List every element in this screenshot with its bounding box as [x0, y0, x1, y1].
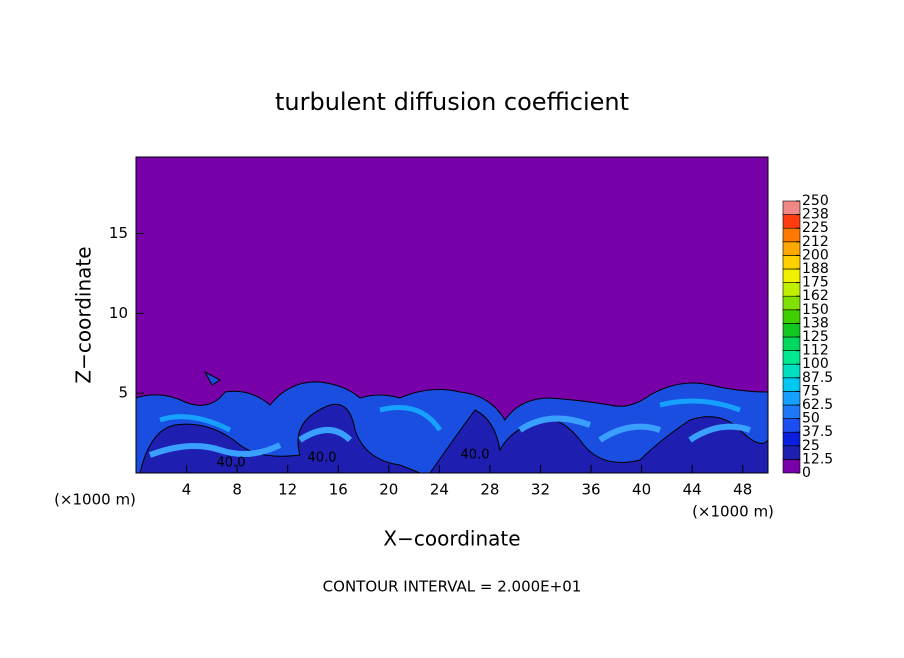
colorbar-label: 150: [802, 302, 829, 318]
x-tick-label: 24: [430, 481, 449, 499]
colorbar-label: 0: [802, 465, 811, 481]
y-axis-label: Z−coordinate: [72, 246, 96, 383]
colorbar-bin: [782, 282, 801, 297]
x-tick-label: 8: [232, 481, 242, 499]
chart-title: turbulent diffusion coefficient: [275, 88, 629, 116]
colorbar-label: 212: [802, 234, 829, 250]
colorbar-label: 25: [802, 438, 820, 454]
x-tick-label: 32: [531, 481, 550, 499]
colorbar-bin: [782, 459, 801, 474]
plot-frame: [135, 156, 769, 474]
colorbar-label: 200: [802, 247, 829, 263]
colorbar-bin: [782, 214, 801, 229]
colorbar-bin: [782, 445, 801, 460]
colorbar-bin: [782, 418, 801, 433]
colorbar-bin: [782, 309, 801, 324]
contour-label: 40.0: [461, 448, 490, 463]
colorbar-label: 75: [802, 383, 820, 399]
colorbar-bin: [782, 241, 801, 256]
x-tick-label: 28: [480, 481, 499, 499]
colorbar-bin: [782, 336, 801, 351]
x-tick-label: 36: [581, 481, 600, 499]
footer-note: CONTOUR INTERVAL = 2.000E+01: [323, 578, 582, 596]
colorbar-label: 238: [802, 207, 829, 223]
colorbar-label: 12.5: [802, 451, 833, 467]
contour-label: 40.0: [308, 451, 337, 466]
x-tick-label: 4: [182, 481, 192, 499]
x-tick-label: 40: [632, 481, 651, 499]
colorbar-bin: [782, 323, 801, 338]
colorbar-bin: [782, 200, 801, 215]
colorbar-label: 188: [802, 261, 829, 277]
colorbar-label: 138: [802, 315, 829, 331]
colorbar-label: 112: [802, 343, 829, 359]
colorbar-label: 250: [802, 193, 829, 209]
y-tick-label: 5: [118, 384, 128, 402]
colorbar-bin: [782, 295, 801, 311]
colorbar-label: 87.5: [802, 370, 833, 386]
y-tick-label: 15: [109, 224, 128, 242]
x-tick-label: 44: [683, 481, 702, 499]
colorbar-label: 162: [802, 288, 829, 304]
colorbar-label: 125: [802, 329, 829, 345]
colorbar-label: 225: [802, 220, 829, 236]
colorbar-bin: [782, 377, 801, 392]
x-tick-label: 48: [733, 481, 752, 499]
colorbar-bin: [782, 391, 801, 406]
x-tick-label: 20: [379, 481, 398, 499]
colorbar-label: 62.5: [802, 397, 833, 413]
x-axis-label: X−coordinate: [383, 527, 520, 551]
colorbar-bin: [782, 227, 801, 243]
y-tick-label: 10: [109, 304, 128, 322]
colorbar-label: 37.5: [802, 424, 833, 440]
x-tick-label: 16: [329, 481, 348, 499]
colorbar-bin: [782, 268, 801, 283]
colorbar-bin: [782, 404, 801, 419]
x-unit-label: (×1000 m): [54, 491, 136, 509]
colorbar-label: 50: [802, 411, 820, 427]
colorbar-bin: [782, 255, 801, 270]
colorbar-bin: [782, 350, 801, 365]
turbulent-field: [135, 370, 769, 474]
colorbar-label: 100: [802, 356, 829, 372]
colorbar-label: 175: [802, 275, 829, 291]
contour-label: 40.0: [217, 456, 246, 471]
x-unit-label: (×1000 m): [692, 503, 774, 521]
colorbar-bin: [782, 431, 801, 447]
x-tick-label: 12: [278, 481, 297, 499]
colorbar-bin: [782, 363, 801, 379]
